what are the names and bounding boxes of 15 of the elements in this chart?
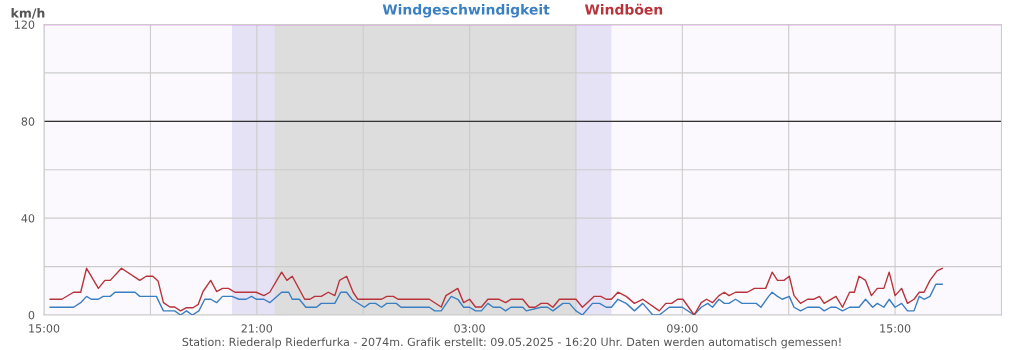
x-tick-label: 15:00 — [880, 324, 911, 333]
y-tick-label: 40 — [21, 214, 35, 223]
x-tick-label: 15:00 — [29, 324, 60, 333]
text: Station: Riederalp Riederfurka - 2074m. Grafik erstellt: 09.05.2025 - 16:20 Uhr. Daten werden automatisch gemessen! — [182, 337, 841, 349]
x-tick-label: 03:00 — [454, 324, 485, 333]
line-series — [49, 267, 944, 315]
y-tick-label: 80 — [21, 117, 35, 126]
x-tick-label: 21:00 — [241, 324, 273, 333]
x-tick-label: 09:00 — [667, 324, 698, 333]
y-tick-label: 120 — [15, 20, 35, 29]
y-axis-title: km/h — [11, 8, 45, 19]
text: Windböen — [584, 3, 663, 15]
line-series — [49, 283, 944, 315]
y-tick-label: 0 — [28, 310, 35, 320]
text: Windgeschwindigkeit — [382, 4, 550, 18]
